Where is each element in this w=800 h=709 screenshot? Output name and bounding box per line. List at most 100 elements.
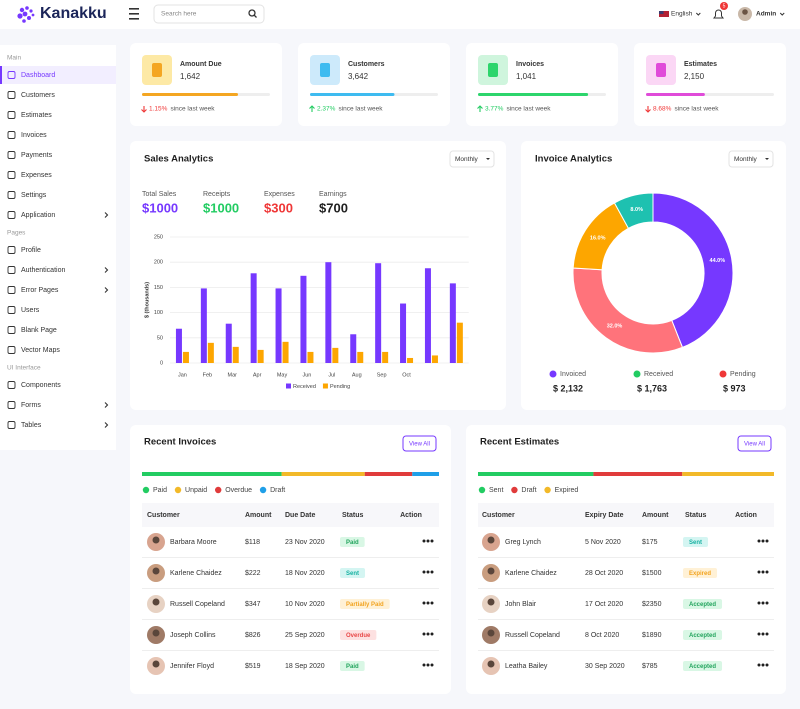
card — [130, 141, 506, 410]
action-menu[interactable] — [422, 539, 426, 543]
menu-item[interactable]: Application — [21, 212, 55, 219]
view-all-button[interactable] — [737, 435, 772, 452]
menu-item[interactable]: Users — [21, 307, 40, 314]
cell: 18 Sep 2020 — [285, 663, 325, 670]
chevron[interactable] — [695, 12, 701, 16]
stat-change: 3.77% — [485, 106, 504, 113]
menu-item[interactable]: Vector Maps — [21, 347, 60, 354]
action-menu[interactable] — [426, 601, 430, 605]
menu-item[interactable]: Invoices — [21, 132, 47, 139]
logo-dot — [22, 19, 26, 23]
chevron[interactable] — [104, 422, 109, 428]
menu-item[interactable]: Customers — [21, 92, 55, 99]
action-menu[interactable] — [757, 539, 761, 543]
progress-bar — [478, 93, 589, 96]
cell: $347 — [245, 601, 261, 608]
chevron[interactable] — [104, 402, 109, 408]
action-menu[interactable] — [430, 601, 434, 605]
column-header: Status — [342, 512, 364, 519]
action-menu[interactable] — [761, 632, 765, 636]
action-menu[interactable] — [757, 632, 761, 636]
sidebar-section: UI Interface — [7, 365, 41, 372]
menu-item[interactable]: Estimates — [21, 112, 52, 119]
menu-icon — [7, 266, 16, 274]
action-menu[interactable] — [430, 539, 434, 543]
action-menu[interactable] — [430, 663, 434, 667]
action-menu[interactable] — [422, 601, 426, 605]
bell-icon[interactable] — [713, 9, 724, 19]
action-menu[interactable] — [761, 570, 765, 574]
stat-title: Estimates — [684, 61, 717, 68]
breakdown-segment — [682, 472, 774, 476]
view-all-button[interactable] — [402, 435, 437, 452]
search-box[interactable] — [153, 4, 265, 24]
menu-icon[interactable] — [129, 8, 139, 10]
chevron[interactable] — [104, 287, 109, 293]
cell: 25 Sep 2020 — [285, 632, 325, 639]
menu-item[interactable]: Expenses — [21, 172, 52, 179]
action-menu[interactable] — [765, 570, 769, 574]
action-menu[interactable] — [761, 663, 765, 667]
action-menu[interactable] — [765, 663, 769, 667]
action-menu[interactable] — [761, 539, 765, 543]
stat-title: Amount Due — [180, 61, 222, 68]
menu-item[interactable]: Error Pages — [21, 287, 59, 294]
cell: $1890 — [642, 632, 662, 639]
menu-item[interactable]: Blank Page — [21, 327, 57, 334]
action-menu[interactable] — [765, 539, 769, 543]
action-menu[interactable] — [426, 570, 430, 574]
customer-name: Karlene Chaidez — [170, 570, 222, 577]
stat-icon-glyph — [152, 63, 162, 77]
card-title: Sales Analytics — [144, 154, 213, 165]
action-menu[interactable] — [757, 663, 761, 667]
table-header — [478, 503, 774, 527]
action-menu[interactable] — [757, 570, 761, 574]
action-menu[interactable] — [761, 601, 765, 605]
menu-item[interactable]: Components — [21, 382, 61, 389]
action-menu[interactable] — [757, 601, 761, 605]
action-menu[interactable] — [426, 663, 430, 667]
breakdown-segment — [142, 472, 282, 476]
menu-icon[interactable] — [129, 13, 139, 15]
period-dropdown[interactable] — [728, 150, 774, 168]
menu-icon[interactable] — [129, 18, 139, 20]
period-dropdown[interactable] — [449, 150, 495, 168]
action-menu[interactable] — [422, 663, 426, 667]
action-menu[interactable] — [430, 632, 434, 636]
menu-item[interactable]: Dashboard — [21, 72, 55, 79]
legend-amount: $ 1,763 — [637, 383, 667, 393]
x-tick-label: Feb — [203, 372, 212, 378]
action-menu[interactable] — [422, 570, 426, 574]
avatar — [487, 660, 495, 668]
action-menu[interactable] — [422, 632, 426, 636]
menu-icon — [7, 381, 16, 389]
chevron[interactable] — [104, 212, 109, 218]
action-menu[interactable] — [426, 632, 430, 636]
status-badge — [683, 537, 709, 547]
menu-icon — [7, 151, 16, 159]
customer-name: Leatha Bailey — [505, 663, 548, 670]
total-value: $1000 — [142, 200, 178, 215]
card — [521, 141, 786, 410]
menu-item[interactable]: Payments — [21, 152, 53, 159]
action-menu[interactable] — [765, 632, 769, 636]
search-icon — [253, 14, 257, 18]
chevron[interactable] — [104, 267, 109, 273]
action-menu[interactable] — [765, 601, 769, 605]
action-menu[interactable] — [426, 539, 430, 543]
menu-item[interactable]: Forms — [21, 402, 41, 409]
menu-item[interactable]: Tables — [21, 422, 42, 429]
menu-item[interactable]: Profile — [21, 247, 41, 254]
status-badge — [683, 599, 723, 609]
action-menu[interactable] — [430, 570, 434, 574]
bar — [250, 273, 257, 363]
menu-item[interactable]: Authentication — [21, 267, 65, 274]
menu-item[interactable]: Settings — [21, 192, 47, 199]
stat-value: 3,642 — [348, 72, 369, 81]
x-tick-label: May — [277, 372, 288, 378]
status-badge — [340, 630, 377, 640]
stat-note: since last week — [170, 106, 215, 113]
legend-dot — [174, 486, 182, 494]
chevron[interactable] — [779, 12, 785, 16]
